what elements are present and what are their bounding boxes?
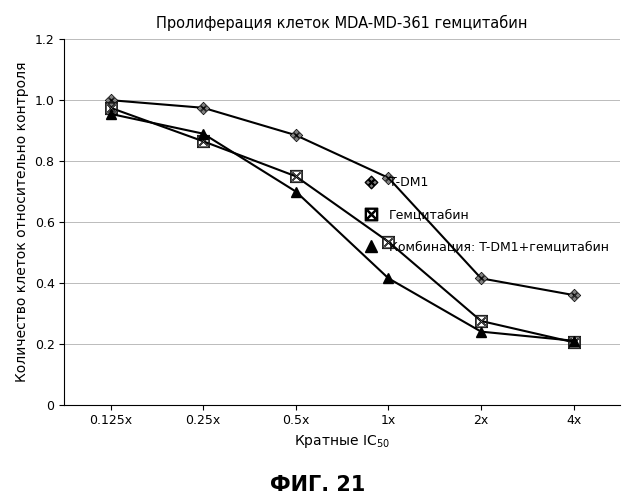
Line: T-DM1: T-DM1 <box>104 94 580 302</box>
Комбинация: T-DM1+гемцитабин: (2, 0.7): T-DM1+гемцитабин: (2, 0.7) <box>292 188 300 194</box>
Комбинация: T-DM1+гемцитабин: (3, 0.415): T-DM1+гемцитабин: (3, 0.415) <box>385 276 392 281</box>
Комбинация: T-DM1+гемцитабин: (1, 0.89): T-DM1+гемцитабин: (1, 0.89) <box>199 130 207 136</box>
Line: Комбинация: T-DM1+гемцитабин: Комбинация: T-DM1+гемцитабин <box>105 109 578 346</box>
T-DM1 <box>292 132 300 138</box>
Гемцитабин <box>292 174 300 180</box>
Line: Гемцитабин: Гемцитабин <box>104 102 580 348</box>
Legend: T-DM1, Гемцитабин, Комбинация: T-DM1+гемцитабин: T-DM1, Гемцитабин, Комбинация: T-DM1+гем… <box>359 172 614 258</box>
T-DM1 <box>478 276 485 281</box>
T-DM1 <box>570 292 577 298</box>
Гемцитабин <box>107 105 114 111</box>
Гемцитабин <box>478 318 485 324</box>
Y-axis label: Количество клеток относительно контроля: Количество клеток относительно контроля <box>15 62 29 382</box>
Гемцитабин <box>385 239 392 245</box>
Гемцитабин <box>199 138 207 144</box>
Text: ФИГ. 21: ФИГ. 21 <box>270 475 365 495</box>
X-axis label: Кратные IC$_{50}$: Кратные IC$_{50}$ <box>294 433 390 450</box>
Комбинация: T-DM1+гемцитабин: (5, 0.21): T-DM1+гемцитабин: (5, 0.21) <box>570 338 577 344</box>
T-DM1 <box>107 97 114 103</box>
Комбинация: T-DM1+гемцитабин: (0, 0.955): T-DM1+гемцитабин: (0, 0.955) <box>107 111 114 117</box>
Гемцитабин <box>570 340 577 345</box>
T-DM1 <box>199 105 207 111</box>
Комбинация: T-DM1+гемцитабин: (4, 0.24): T-DM1+гемцитабин: (4, 0.24) <box>478 328 485 334</box>
T-DM1 <box>385 175 392 181</box>
Title: Пролиферация клеток MDA-MD-361 гемцитабин: Пролиферация клеток MDA-MD-361 гемцитаби… <box>156 15 528 31</box>
